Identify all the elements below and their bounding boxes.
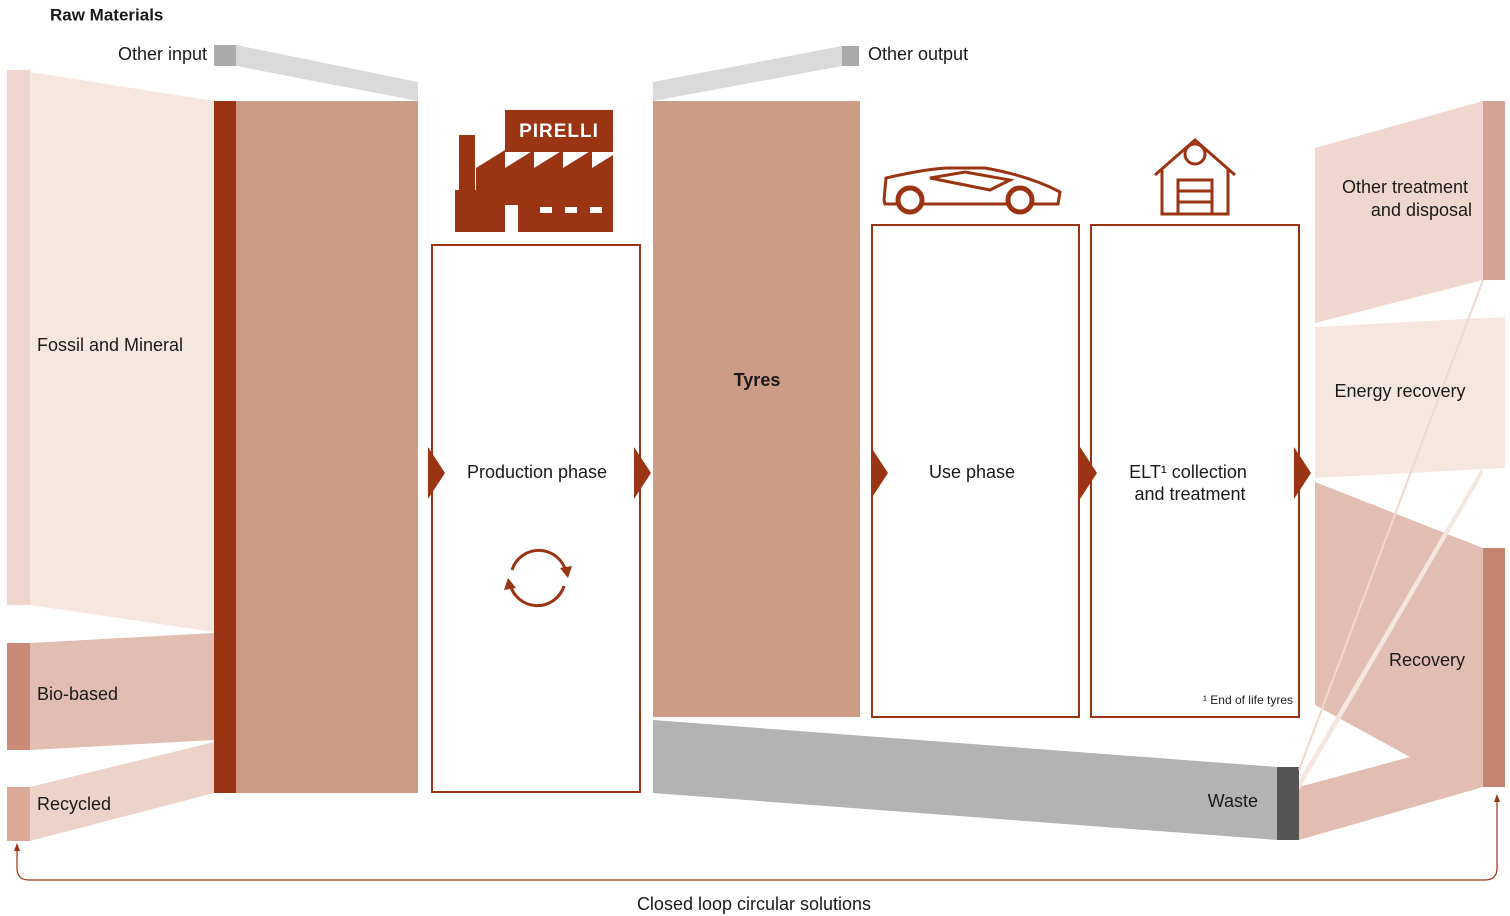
- recovery-flow: [1299, 482, 1483, 840]
- other-input-bar: [214, 45, 236, 66]
- bio-strip: [7, 643, 30, 750]
- footnote: ¹ End of life tyres: [1203, 693, 1293, 707]
- label: Waste: [1208, 791, 1258, 811]
- cycle-arrow: [560, 566, 572, 578]
- factory-window: [565, 207, 577, 213]
- other-treatment-bar: [1483, 101, 1505, 280]
- label: Fossil and Mineral: [37, 335, 183, 355]
- other-treatment-flow: [1315, 101, 1483, 323]
- recycled-strip: [7, 787, 30, 841]
- arrow: [1080, 447, 1097, 499]
- label: Production phase: [467, 462, 607, 482]
- bio-flow: [30, 633, 214, 750]
- label: Recovery: [1389, 650, 1465, 670]
- tyres-column: [653, 101, 860, 717]
- raw-column: [236, 101, 418, 793]
- car-wheel: [1005, 185, 1035, 215]
- label: Use phase: [929, 462, 1015, 482]
- logo: PIRELLI: [519, 121, 599, 142]
- loop-line: [16, 798, 1498, 881]
- arrow: [871, 447, 888, 499]
- garage-icon: [1154, 138, 1236, 216]
- title: Raw Materials: [50, 5, 163, 24]
- fossil-strip: [7, 70, 30, 605]
- arrow: [428, 447, 445, 499]
- waste-flow: [653, 720, 1277, 840]
- arrow: [1294, 447, 1311, 499]
- factory-door: [505, 205, 518, 232]
- label: Energy recovery: [1334, 381, 1465, 401]
- waste-link: [1298, 279, 1484, 771]
- label: Recycled: [37, 794, 111, 814]
- recycled-flow: [30, 742, 214, 841]
- label: Other output: [868, 44, 968, 64]
- loop-label: Closed loop circular solutions: [637, 894, 871, 914]
- production-box: [431, 244, 641, 793]
- arrow: [634, 447, 651, 499]
- label: Tyres: [734, 370, 781, 390]
- waste-bar: [1277, 767, 1299, 840]
- other-output-flow: [653, 46, 842, 101]
- recovery-bar: [1483, 548, 1505, 787]
- label: Other input: [118, 44, 207, 64]
- label: Other treatment: [1342, 177, 1468, 197]
- fossil-flow: [30, 72, 214, 632]
- car-icon: [882, 166, 1062, 206]
- raw-bar: [214, 101, 236, 793]
- label: and disposal: [1371, 200, 1472, 220]
- cycle-arrow: [504, 578, 516, 590]
- other-output-bar: [842, 46, 859, 66]
- elt-box: [1090, 224, 1300, 718]
- energy-recovery-flow: [1315, 317, 1505, 478]
- label: ELT¹ collection: [1129, 462, 1247, 482]
- waste-link: [1299, 466, 1483, 790]
- label: Bio-based: [37, 684, 118, 704]
- loop-arrow: [1494, 794, 1500, 802]
- factory-window: [540, 207, 552, 213]
- factory-window: [590, 207, 602, 213]
- car-wheel: [895, 185, 925, 215]
- loop-arrow: [14, 843, 20, 851]
- other-input-flow: [236, 45, 418, 101]
- cycle-icon: [508, 548, 568, 608]
- label: and treatment: [1134, 484, 1245, 504]
